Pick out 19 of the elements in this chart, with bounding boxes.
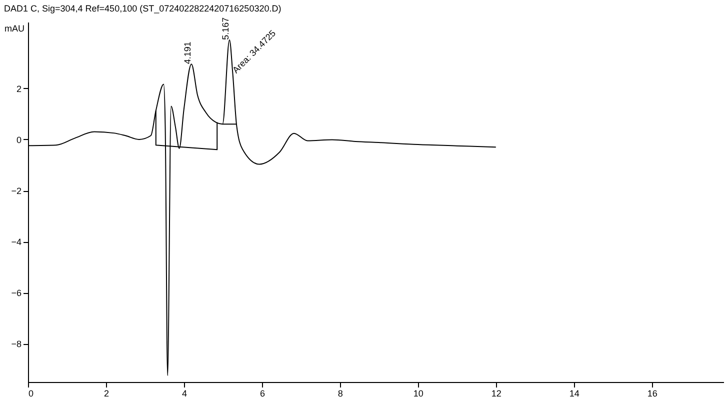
x-tick-label: 4 (182, 388, 187, 398)
x-tick-label: 6 (260, 388, 265, 398)
x-tick-label: 8 (338, 388, 343, 398)
x-tick-label: 2 (104, 388, 109, 398)
annotation: 5.167 (220, 17, 230, 40)
y-tick-label: −4 (11, 237, 22, 248)
y-tick-label: 2 (16, 84, 22, 94)
chart-title: DAD1 C, Sig=304,4 Ref=450,100 (ST_0724022822420716250320.D) (4, 3, 282, 14)
y-tick-label: 0 (16, 134, 22, 145)
x-tick-label: 14 (569, 388, 580, 398)
y-tick-label: −2 (11, 186, 22, 196)
y-tick-label: −8 (11, 339, 22, 350)
y-axis-title: mAU (4, 24, 24, 34)
y-tick-label: −6 (11, 288, 22, 298)
x-tick-label: 12 (491, 388, 502, 398)
x-tick-label: 0 (28, 388, 34, 398)
x-tick-label: 16 (647, 388, 658, 398)
annotation: 4.191 (182, 42, 192, 64)
x-tick-label: 10 (413, 388, 424, 398)
